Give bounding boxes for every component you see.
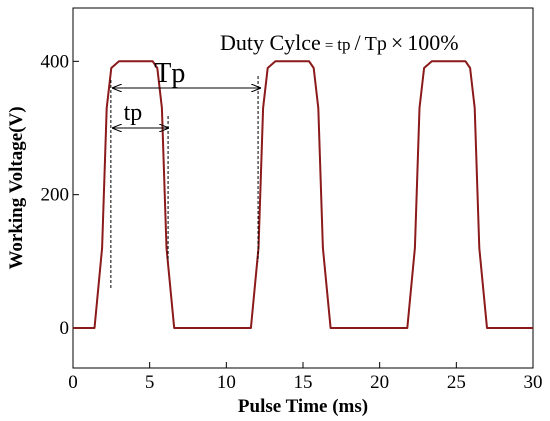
x-tick-label: 5 [145, 372, 155, 393]
plot-area [73, 60, 533, 329]
voltage-pulse-line [73, 60, 533, 329]
x-tick-label: 0 [68, 372, 78, 393]
formula-times: × [391, 30, 403, 55]
x-axis-ticks: 0 5 10 15 20 25 30 [68, 362, 543, 393]
formula-tp: tp [337, 35, 350, 54]
formula-equals: = [325, 38, 333, 54]
x-tick-label: 30 [524, 372, 543, 393]
x-tick-label: 20 [370, 372, 389, 393]
x-tick-label: 15 [294, 372, 313, 393]
pulse-width-label: tp [124, 100, 143, 126]
formula-Tp: Tp [365, 33, 387, 55]
y-tick-label: 200 [41, 185, 70, 206]
period-label: Tp [154, 58, 185, 89]
x-tick-label: 10 [217, 372, 236, 393]
annotation-lines [110, 76, 260, 288]
formula-percent: 100% [407, 30, 458, 55]
y-axis-title: Working Voltage(V) [6, 106, 27, 269]
y-tick-label: 0 [60, 318, 70, 339]
formula-main: Duty Cylce [220, 30, 321, 55]
x-tick-label: 25 [447, 372, 466, 393]
x-axis-title: Pulse Time (ms) [238, 396, 368, 417]
formula-slash: / [355, 30, 362, 55]
y-axis-ticks: 0 200 400 [41, 51, 79, 339]
duty-cycle-formula: Duty Cylce = tp / Tp × 100% [220, 30, 459, 55]
y-tick-label: 400 [41, 51, 70, 72]
